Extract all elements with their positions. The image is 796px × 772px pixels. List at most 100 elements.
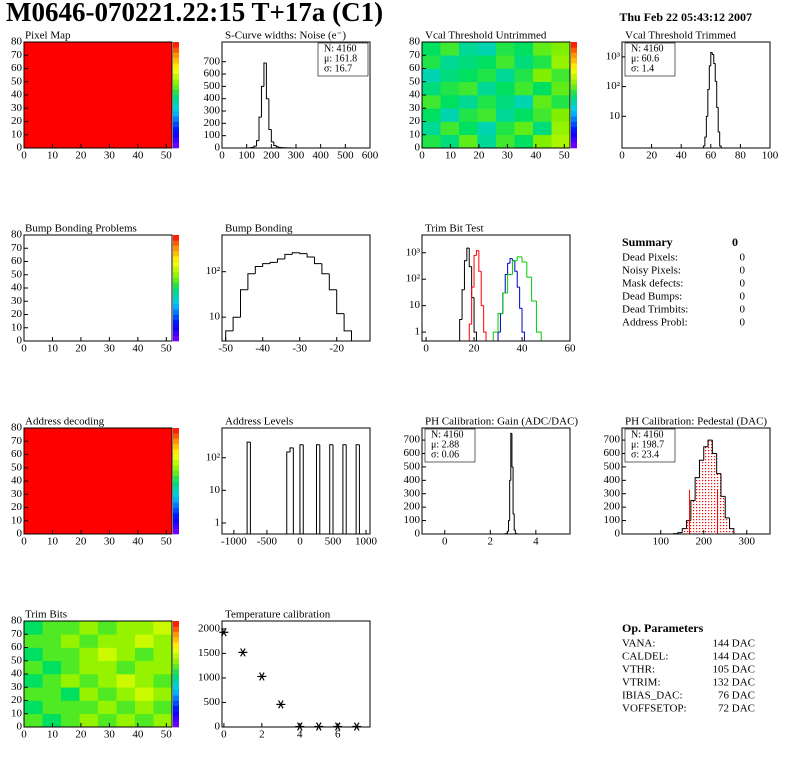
marker-stroke bbox=[278, 700, 284, 709]
x-tick-label: 6 bbox=[335, 729, 341, 741]
y-tick-label: 20 bbox=[11, 115, 23, 127]
color-scale bbox=[173, 137, 179, 143]
y-tick-label: 10² bbox=[606, 80, 621, 92]
histogram-bin bbox=[329, 444, 333, 534]
parameter-label: VANA: bbox=[622, 638, 655, 650]
y-tick-label: 40 bbox=[11, 89, 23, 101]
histogram-bin bbox=[463, 260, 467, 290]
color-scale bbox=[173, 449, 179, 455]
histogram-bin bbox=[719, 131, 722, 148]
heatmap-cell bbox=[135, 700, 154, 715]
color-scale bbox=[173, 52, 179, 59]
histogram-bin bbox=[681, 528, 687, 533]
histogram-bin bbox=[306, 253, 315, 258]
histogram-bin bbox=[516, 256, 523, 261]
y-tick-label: 70 bbox=[11, 49, 23, 61]
x-tick-label: -500 bbox=[257, 536, 278, 548]
color-scale bbox=[571, 142, 577, 149]
histogram-bin bbox=[256, 140, 259, 147]
y-tick-label: 200 bbox=[204, 117, 221, 129]
histogram-bin bbox=[519, 287, 523, 309]
color-scale bbox=[173, 47, 179, 53]
heatmap-cell bbox=[422, 108, 441, 122]
color-scale bbox=[173, 523, 179, 529]
summary-value: 0 bbox=[740, 265, 746, 277]
histogram-bin bbox=[273, 141, 277, 147]
color-scale bbox=[571, 121, 577, 128]
histogram-bin bbox=[343, 313, 352, 341]
stats-line: μ: 198.7 bbox=[631, 439, 664, 450]
y-tick-label: 80 bbox=[11, 422, 23, 434]
color-scale bbox=[173, 266, 179, 273]
parameter-label: VOFFSETOP: bbox=[622, 703, 687, 715]
y-tick-label: 400 bbox=[604, 474, 621, 486]
color-scale bbox=[173, 235, 179, 241]
histogram-bin bbox=[258, 116, 262, 141]
heatmap-cell bbox=[459, 108, 478, 122]
x-tick-label: 30 bbox=[104, 729, 116, 741]
x-tick-label: 4 bbox=[297, 729, 303, 741]
color-scale bbox=[173, 309, 179, 315]
color-scale bbox=[173, 679, 179, 685]
histogram-bin bbox=[698, 459, 704, 478]
histogram-bin bbox=[342, 444, 347, 534]
x-tick-label: 40 bbox=[676, 150, 688, 162]
histogram-bin bbox=[459, 318, 463, 341]
heatmap-cell bbox=[459, 68, 478, 83]
color-scale bbox=[173, 636, 179, 643]
x-tick-label: 1000 bbox=[355, 536, 378, 548]
y-tick-label: 70 bbox=[409, 49, 421, 61]
histogram-bin bbox=[270, 129, 274, 143]
chart-title: Bump Bonding Problems bbox=[25, 223, 137, 235]
frame bbox=[621, 427, 771, 535]
color-scale bbox=[173, 245, 179, 252]
heatmap-cell bbox=[533, 108, 552, 122]
y-tick-label: 60 bbox=[11, 62, 23, 74]
heatmap-cell bbox=[24, 660, 43, 675]
heatmap-cell bbox=[551, 42, 571, 56]
x-tick-label: -30 bbox=[292, 343, 307, 355]
y-tick-label: 50 bbox=[11, 461, 23, 473]
heatmap-cell bbox=[61, 700, 80, 715]
y-tick-label: 700 bbox=[604, 434, 621, 446]
heatmap-cell bbox=[477, 134, 497, 149]
heatmap-cell bbox=[116, 700, 136, 715]
color-scale bbox=[571, 57, 577, 64]
x-tick-label: 20 bbox=[469, 343, 481, 355]
color-scale bbox=[173, 105, 179, 112]
color-scale bbox=[173, 335, 179, 342]
x-tick-label: -50 bbox=[218, 343, 233, 355]
y-tick-label: 30 bbox=[11, 295, 23, 307]
parameter-label: VTRIM: bbox=[622, 677, 661, 689]
x-tick-label: 40 bbox=[517, 343, 529, 355]
heatmap-cell bbox=[98, 621, 117, 635]
x-tick-label: 60 bbox=[565, 343, 577, 355]
heatmap-cell bbox=[135, 660, 154, 675]
color-scale bbox=[173, 518, 179, 524]
x-tick-label: 0 bbox=[219, 150, 225, 162]
x-tick-label: 0 bbox=[221, 729, 227, 741]
color-scale bbox=[571, 68, 577, 75]
color-scale bbox=[571, 137, 577, 143]
y-tick-label: 50 bbox=[11, 268, 23, 280]
heatmap-cell bbox=[24, 634, 43, 648]
x-tick-label: 20 bbox=[75, 729, 87, 741]
heatmap-cell bbox=[440, 121, 460, 136]
y-tick-label: 0 bbox=[215, 142, 221, 154]
x-tick-label: 20 bbox=[75, 536, 87, 548]
y-tick-label: 1 bbox=[415, 326, 421, 338]
color-scale bbox=[571, 73, 577, 80]
histogram-bin bbox=[475, 250, 479, 256]
x-tick-label: 500 bbox=[325, 536, 342, 548]
x-tick-label: 10 bbox=[445, 150, 457, 162]
color-scale bbox=[173, 121, 179, 128]
y-tick-label: 80 bbox=[11, 36, 23, 48]
heatmap-cell bbox=[98, 687, 117, 701]
histogram-bin bbox=[507, 274, 513, 294]
heatmap-cell bbox=[533, 121, 552, 136]
color-scale bbox=[173, 459, 179, 466]
heatmap-cell bbox=[459, 95, 478, 109]
color-scale bbox=[173, 68, 179, 75]
frame bbox=[221, 234, 371, 342]
